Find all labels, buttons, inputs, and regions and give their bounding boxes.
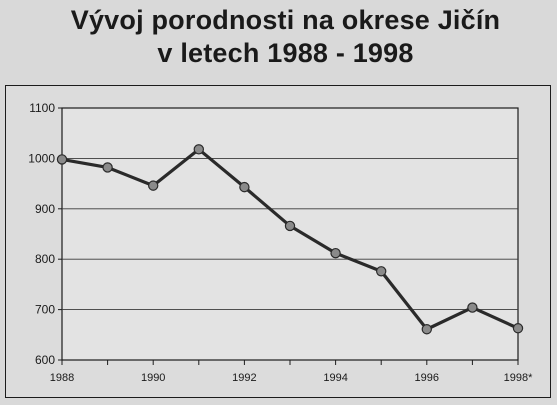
x-tick-label: 1996 xyxy=(415,372,439,384)
x-tick-label: 1992 xyxy=(232,372,256,384)
y-tick-label: 1100 xyxy=(29,101,55,115)
data-point xyxy=(512,323,524,334)
data-point xyxy=(102,162,113,173)
x-tick-label: 1990 xyxy=(141,372,165,384)
data-point xyxy=(284,220,296,232)
plot-area xyxy=(61,107,519,361)
y-tick-label: 700 xyxy=(35,303,55,317)
x-axis: 1988 1990 1992 1994 1996 1998* xyxy=(50,360,533,384)
data-point xyxy=(376,266,387,277)
x-tick-label: 1994 xyxy=(323,372,347,384)
data-point xyxy=(421,324,432,335)
data-point xyxy=(239,181,250,193)
chart-title-line-1: Vývoj porodnosti na okrese Jičín xyxy=(70,5,501,35)
x-tick-label: 1998* xyxy=(504,372,533,384)
data-point xyxy=(467,302,478,313)
y-tick-label: 800 xyxy=(35,252,55,266)
data-point xyxy=(330,247,341,259)
data-point xyxy=(56,154,68,165)
y-axis: 600 700 800 900 1000 1100 xyxy=(28,101,62,367)
data-point xyxy=(147,180,159,191)
series xyxy=(56,144,524,335)
y-tick-label: 1000 xyxy=(28,151,55,165)
chart-title-line-2: v letech 1988 - 1998 xyxy=(157,38,414,68)
gridlines xyxy=(62,157,518,311)
y-tick-label: 600 xyxy=(35,353,55,367)
data-point xyxy=(193,144,204,155)
x-tick-label: 1988 xyxy=(50,372,74,384)
chart-title: Vývoj porodnosti na okrese Jičín v letec… xyxy=(0,4,557,70)
y-tick-label: 900 xyxy=(35,202,55,216)
